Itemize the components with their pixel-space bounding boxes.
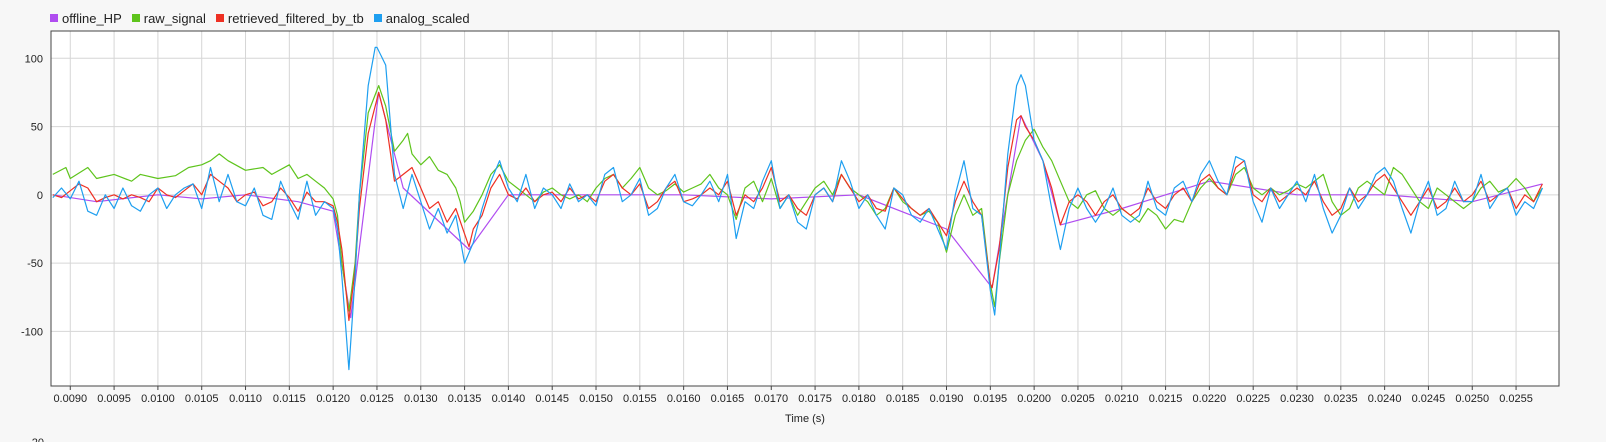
x-tick-label: 0.0205 [1061,393,1095,405]
partial-label: 20 [32,437,44,442]
legend-label: offline_HP [62,10,122,26]
x-axis-ticks: 0.0090 0.0095 0.0100 0.0105 0.0110 0.0115 0.01… [53,386,1533,405]
x-tick-label: 0.0220 [1193,393,1227,405]
x-tick-label: 0.0120 [316,393,350,405]
legend-swatch [215,14,224,22]
x-tick-label: 0.0255 [1499,393,1533,405]
x-tick-label: 0.0090 [53,393,87,405]
x-tick-label: 0.0235 [1324,393,1358,405]
legend-item-retrieved_filtered_by_tb[interactable]: retrieved_filtered_by_tb [215,10,364,26]
y-tick-label: -50 [27,258,43,270]
x-tick-label: 0.0115 [273,393,306,405]
x-tick-label: 0.0240 [1368,393,1402,405]
x-tick-label: 0.0105 [185,393,219,405]
legend-swatch [50,14,58,22]
x-tick-label: 0.0125 [360,393,394,405]
x-tick-label: 0.0250 [1455,393,1489,405]
legend-label: analog_scaled [385,10,470,26]
series-line-analog_scaled [52,46,1543,371]
chart-legend: offline_HP raw_signal retrieved_filtered_b… [50,9,470,27]
x-tick-label: 0.0180 [842,393,876,405]
x-tick-label: 0.0215 [1149,393,1183,405]
x-tick-label: 0.0175 [798,393,832,405]
x-tick-label: 0.0245 [1412,393,1446,405]
y-tick-label: 100 [25,53,43,65]
x-tick-label: 0.0135 [448,393,482,405]
x-tick-label: 0.0195 [973,393,1007,405]
x-tick-label: 0.0225 [1236,393,1270,405]
x-tick-label: 0.0160 [667,393,701,405]
x-tick-label: 0.0100 [141,393,175,405]
x-tick-label: 0.0145 [535,393,569,405]
y-tick-label: 50 [31,122,43,134]
legend-swatch [131,14,140,22]
legend-swatch [373,14,382,22]
x-tick-label: 0.0185 [886,393,920,405]
x-tick-label: 0.0170 [754,393,788,405]
legend-label: raw_signal [143,10,206,26]
plot-background [51,31,1559,386]
plot-frame [50,30,1560,387]
x-axis-title: Time (s) [785,413,825,425]
y-tick-label: 0 [37,190,43,202]
x-tick-label: 0.0140 [492,393,526,405]
x-tick-label: 0.0130 [404,393,438,405]
legend-item-raw_signal[interactable]: raw_signal [131,10,206,26]
x-tick-label: 0.0200 [1017,393,1051,405]
x-tick-label: 0.0190 [930,393,964,405]
legend-label: retrieved_filtered_by_tb [227,10,364,26]
x-tick-label: 0.0230 [1280,393,1314,405]
x-tick-label: 0.0150 [579,393,613,405]
x-tick-label: 0.0155 [623,393,657,405]
y-axis-ticks: 100 50 0 -50 -100 [21,53,43,338]
legend-item-offline_HP[interactable]: offline_HP [50,11,122,26]
legend-item-analog_scaled[interactable]: analog_scaled [373,10,470,26]
x-tick-label: 0.0110 [229,393,262,405]
x-tick-label: 0.0165 [711,393,745,405]
x-tick-label: 0.0210 [1105,393,1139,405]
series-lines [52,46,1543,371]
grid-lines [51,31,1559,386]
x-tick-label: 0.0095 [97,393,131,405]
y-tick-label: -100 [21,326,43,338]
